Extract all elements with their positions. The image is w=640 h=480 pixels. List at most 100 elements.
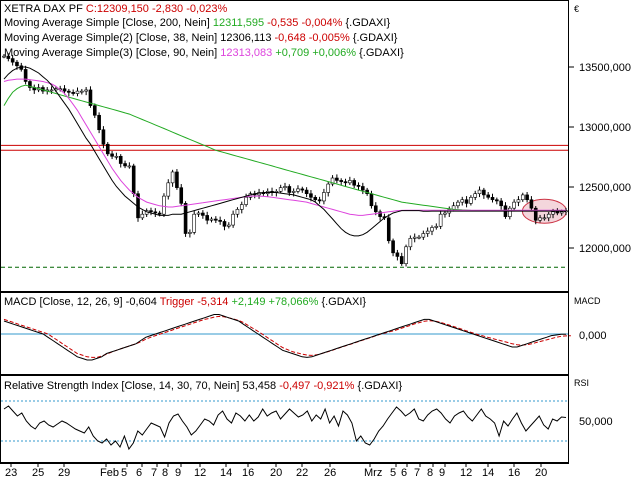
rsi-legend: Relative Strength Index [Close, 14, 30, … bbox=[4, 380, 402, 392]
legend-pct: -0,023% bbox=[186, 3, 227, 15]
candle-body bbox=[23, 69, 28, 82]
x-tick-label: 8 bbox=[427, 467, 433, 479]
candle-body bbox=[287, 186, 292, 193]
macd-series-layer bbox=[1, 314, 571, 361]
candle-body bbox=[291, 190, 296, 193]
candle-body bbox=[179, 187, 184, 204]
candle-body bbox=[205, 215, 209, 221]
candle-body bbox=[304, 189, 309, 195]
candle-body bbox=[283, 186, 287, 188]
legend-row-ma38: Moving Average Simple(2) [Close, 38, Nei… bbox=[4, 32, 398, 44]
legend-change: +0,709 bbox=[275, 47, 309, 59]
candle-body bbox=[516, 199, 521, 203]
ma38-line bbox=[3, 66, 566, 237]
x-tick-label: 7 bbox=[414, 467, 420, 479]
candle-body bbox=[140, 213, 145, 219]
candle-body bbox=[201, 212, 205, 216]
x-tick-label: 9 bbox=[175, 467, 181, 479]
price-y-tick: 12000,000 bbox=[579, 243, 631, 255]
candle-body bbox=[339, 180, 344, 182]
candle-body bbox=[196, 212, 201, 215]
price-legend: XETRA DAX PF C:12309,150 -2,830 -0,023% … bbox=[4, 3, 404, 59]
legend-row-ma200: Moving Average Simple [Close, 200, Nein]… bbox=[4, 17, 390, 29]
candle-body bbox=[105, 143, 110, 155]
legend-change: -2,830 bbox=[152, 3, 183, 15]
candle-body bbox=[361, 186, 365, 191]
legend-suffix: {.GDAXI} bbox=[353, 32, 398, 44]
candle-body bbox=[188, 232, 192, 234]
legend-prefix: Moving Average Simple(2) [Close, 38, Nei… bbox=[4, 32, 217, 44]
candle-body bbox=[555, 211, 560, 214]
x-tick-label: 14 bbox=[220, 467, 232, 479]
x-tick-label: 6 bbox=[136, 467, 142, 479]
x-tick-label: 25 bbox=[32, 467, 44, 479]
candle-body bbox=[421, 233, 426, 238]
candle-body bbox=[153, 211, 158, 214]
candle-body bbox=[335, 177, 339, 181]
legend-pct: -0,005% bbox=[309, 32, 350, 44]
trigger-change: +2,149 bbox=[232, 296, 266, 308]
candle-body bbox=[386, 217, 391, 242]
candle-body bbox=[110, 153, 114, 157]
ma90-line bbox=[3, 78, 566, 216]
candle-body bbox=[175, 171, 179, 188]
x-tick-label: Mrz bbox=[364, 467, 382, 479]
macd-line bbox=[3, 314, 567, 361]
legend-suffix: {.GDAXI} bbox=[358, 380, 403, 392]
candle-body bbox=[378, 211, 382, 217]
legend-pct: -0,921% bbox=[313, 380, 354, 392]
price-y-tick: 13500,000 bbox=[579, 62, 631, 74]
trigger-value: -5,314 bbox=[197, 296, 228, 308]
candle-body bbox=[214, 218, 218, 221]
candle-body bbox=[170, 171, 175, 184]
candle-body bbox=[218, 219, 222, 222]
x-tick-label: 5 bbox=[390, 467, 396, 479]
candle-body bbox=[464, 199, 469, 204]
legend-change: -0,535 bbox=[267, 17, 298, 29]
candle-body bbox=[343, 181, 348, 184]
candle-body bbox=[507, 207, 512, 217]
candle-body bbox=[546, 213, 551, 219]
candle-body bbox=[538, 217, 542, 221]
legend-value: 12313,083 bbox=[220, 47, 272, 59]
candle-body bbox=[473, 193, 478, 198]
legend-suffix: {.GDAXI} bbox=[345, 17, 390, 29]
x-tick-label: 7 bbox=[151, 467, 157, 479]
candle-body bbox=[348, 180, 352, 184]
x-tick-label: Feb bbox=[100, 467, 119, 479]
trigger-label: Trigger bbox=[160, 296, 195, 308]
candle-body bbox=[520, 194, 525, 201]
candle-body bbox=[92, 105, 97, 116]
x-tick-label: 29 bbox=[58, 467, 70, 479]
candle-body bbox=[477, 189, 482, 195]
candle-body bbox=[438, 213, 443, 227]
candle-body bbox=[542, 217, 547, 220]
candle-body bbox=[551, 211, 555, 215]
candle-body bbox=[391, 240, 395, 254]
price-y-tick: 12500,000 bbox=[579, 182, 631, 194]
price-unit-label: € bbox=[574, 4, 579, 14]
candle-body bbox=[469, 197, 473, 204]
candle-body bbox=[296, 188, 300, 192]
candle-body bbox=[412, 236, 417, 239]
candle-body bbox=[399, 256, 404, 264]
candle-body bbox=[533, 207, 538, 221]
price-y-tick: 13000,000 bbox=[579, 122, 631, 134]
x-tick-label: 20 bbox=[270, 467, 282, 479]
candle-body bbox=[430, 227, 434, 232]
legend-pct: -0,004% bbox=[301, 17, 342, 29]
candle-body bbox=[443, 212, 447, 215]
legend-suffix: {.GDAXI} bbox=[321, 296, 366, 308]
candle-body bbox=[313, 197, 318, 201]
x-tick-label: 20 bbox=[535, 467, 547, 479]
legend-value: 12306,113 bbox=[220, 32, 271, 44]
price-series-layer bbox=[1, 53, 568, 268]
legend-prefix: Relative Strength Index [Close, 14, 30, … bbox=[4, 380, 239, 392]
legend-pct: +0,006% bbox=[312, 47, 356, 59]
legend-value: -0,604 bbox=[126, 296, 157, 308]
legend-change: -0,648 bbox=[275, 32, 306, 44]
candle-body bbox=[326, 183, 331, 193]
candle-body bbox=[369, 193, 374, 207]
candle-body bbox=[231, 213, 235, 226]
